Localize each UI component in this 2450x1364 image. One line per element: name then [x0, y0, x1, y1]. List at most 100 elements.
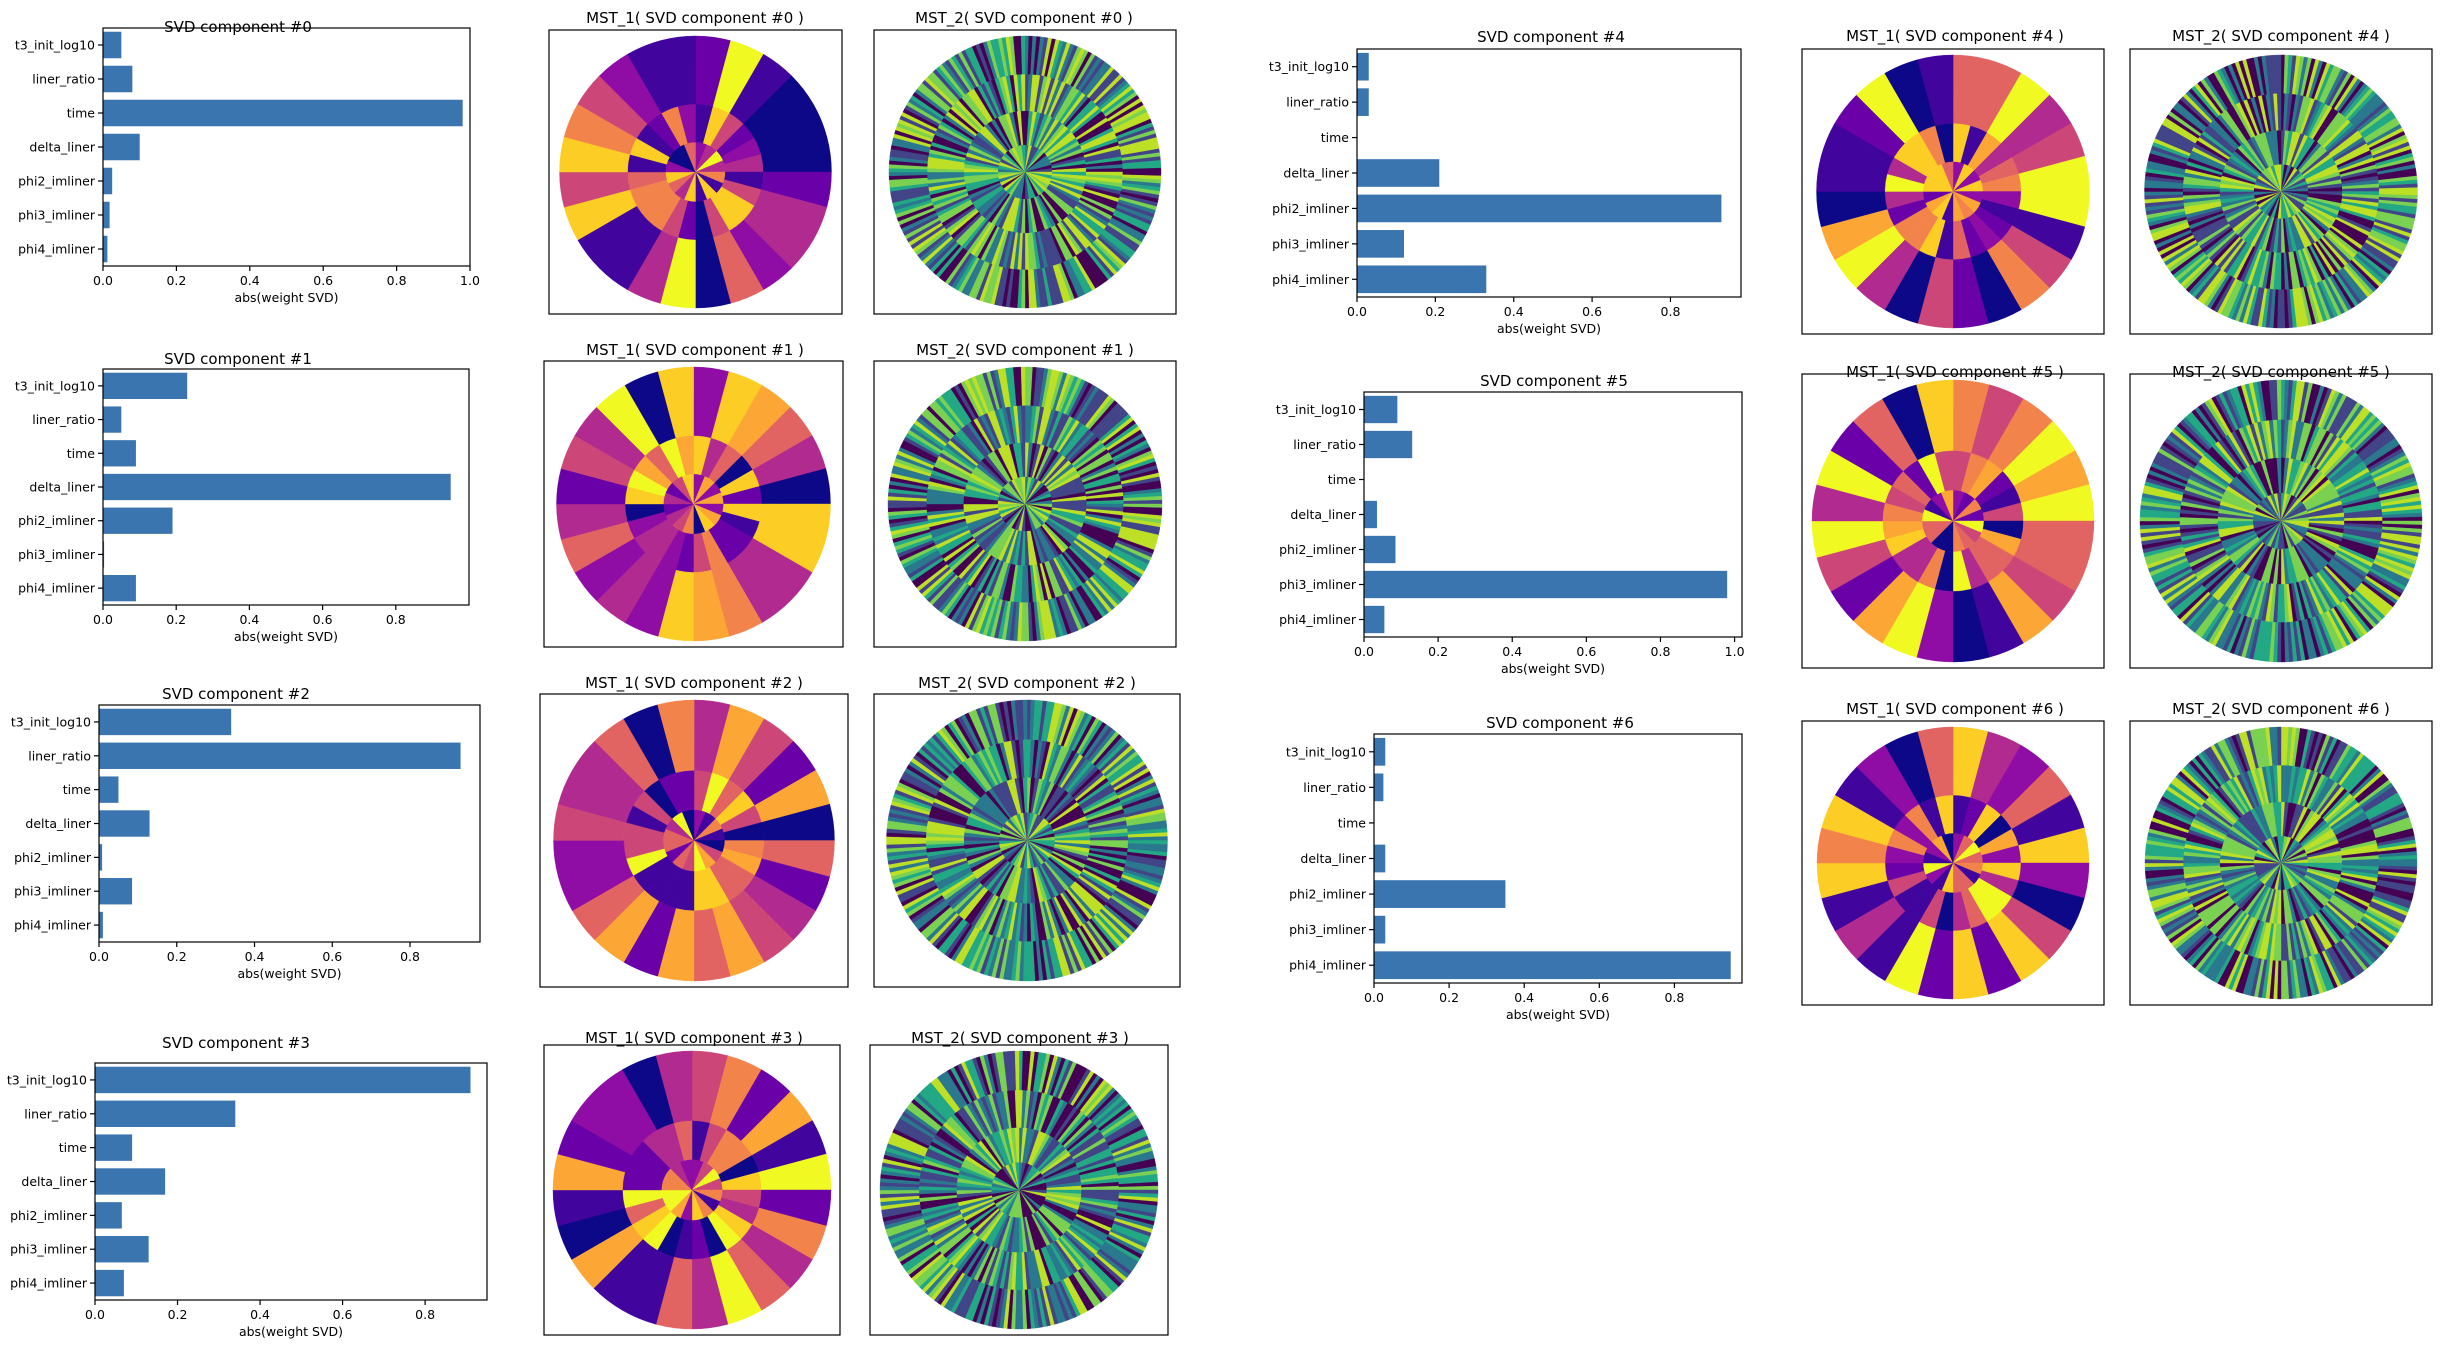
bar-phi2_imliner	[1374, 880, 1506, 908]
bar-time	[103, 440, 136, 467]
bar-liner_ratio	[95, 1100, 236, 1127]
image-title: MST_1( SVD component #3 )	[585, 1029, 803, 1048]
mst2-image-1: MST_2( SVD component #1 )	[873, 341, 1177, 648]
category-label: t3_init_log10	[1276, 402, 1356, 417]
bar-phi4_imliner	[103, 235, 108, 263]
x-tick-label: 0.6	[333, 1307, 353, 1322]
category-label: liner_ratio	[1286, 95, 1349, 110]
x-tick-label: 0.2	[1439, 990, 1459, 1005]
bar-delta_liner	[1364, 500, 1377, 529]
bar-phi2_imliner	[1357, 194, 1722, 223]
axes-frame	[1373, 733, 1743, 984]
x-tick-label: 0.8	[1664, 990, 1684, 1005]
x-tick-label: 0.2	[166, 273, 186, 288]
mst2-image-0: MST_2( SVD component #0 )	[873, 9, 1177, 315]
x-axis-label: abs(weight SVD)	[239, 1324, 343, 1339]
polar-sector	[1020, 366, 1026, 406]
category-label: phi3_imliner	[18, 208, 96, 223]
mst2-image-2: MST_2( SVD component #2 )	[873, 674, 1181, 988]
bar-delta_liner	[103, 473, 451, 501]
bar-phi2_imliner	[1364, 535, 1396, 564]
bar-liner_ratio	[103, 406, 122, 433]
bar-t3_init_log10	[1364, 395, 1398, 424]
category-label: t3_init_log10	[1286, 744, 1366, 759]
category-label: time	[67, 106, 96, 121]
x-tick-label: 0.4	[1504, 304, 1524, 319]
x-axis-label: abs(weight SVD)	[237, 966, 341, 981]
x-tick-label: 0.8	[400, 949, 420, 964]
mst2-image-3: MST_2( SVD component #3 )	[869, 1029, 1169, 1336]
polar-sector	[655, 1050, 693, 1124]
polar-sector	[657, 699, 695, 773]
category-label: liner_ratio	[1293, 437, 1356, 452]
category-label: phi4_imliner	[18, 581, 96, 596]
category-label: liner_ratio	[24, 1106, 87, 1121]
category-label: liner_ratio	[28, 748, 91, 763]
x-tick-label: 0.0	[93, 273, 113, 288]
category-label: t3_init_log10	[15, 38, 95, 53]
polar-sector	[1917, 54, 1954, 126]
category-label: time	[67, 446, 96, 461]
x-tick-label: 0.0	[1354, 644, 1374, 659]
category-label: phi3_imliner	[18, 547, 96, 562]
x-tick-label: 0.0	[1347, 304, 1367, 319]
x-tick-label: 0.8	[386, 612, 406, 627]
x-tick-label: 0.8	[387, 273, 407, 288]
category-label: phi2_imliner	[14, 850, 92, 865]
image-title: MST_1( SVD component #2 )	[585, 674, 803, 693]
chart-title: SVD component #4	[1477, 28, 1625, 46]
category-label: delta_liner	[25, 816, 91, 831]
x-tick-label: 0.2	[166, 612, 186, 627]
category-label: liner_ratio	[32, 412, 95, 427]
mst2-image-6: MST_2( SVD component #6 )	[2129, 700, 2433, 1006]
bar-phi3_imliner	[1364, 570, 1728, 599]
bar-delta_liner	[95, 1168, 166, 1195]
x-tick-label: 0.2	[168, 1307, 188, 1322]
bar-delta_liner	[99, 810, 150, 837]
category-label: time	[63, 782, 92, 797]
bar-phi4_imliner	[95, 1269, 124, 1297]
category-label: phi4_imliner	[1272, 272, 1350, 287]
image-title: MST_2( SVD component #5 )	[2172, 363, 2390, 382]
image-title: MST_2( SVD component #1 )	[916, 341, 1134, 360]
bar-phi3_imliner	[1374, 915, 1386, 944]
bar-t3_init_log10	[99, 708, 232, 736]
mst1-image-6: MST_1( SVD component #6 )	[1801, 700, 2105, 1006]
x-tick-label: 0.4	[239, 612, 259, 627]
polar-sector	[1917, 726, 1954, 798]
category-label: delta_liner	[29, 140, 95, 155]
category-label: phi3_imliner	[14, 884, 92, 899]
bar-phi4_imliner	[1364, 605, 1385, 634]
x-axis-label: abs(weight SVD)	[234, 290, 338, 305]
x-tick-label: 0.0	[85, 1307, 105, 1322]
x-tick-label: 0.0	[89, 949, 109, 964]
category-label: time	[1338, 815, 1367, 830]
category-label: t3_init_log10	[1269, 59, 1349, 74]
bar-phi2_imliner	[103, 507, 173, 534]
bar-phi4_imliner	[103, 574, 136, 602]
category-label: liner_ratio	[32, 72, 95, 87]
category-label: t3_init_log10	[15, 378, 95, 393]
category-label: t3_init_log10	[11, 714, 91, 729]
mst1-image-0: MST_1( SVD component #0 )	[548, 9, 843, 315]
bar-delta_liner	[103, 133, 140, 161]
category-label: phi4_imliner	[1289, 958, 1367, 973]
image-title: MST_2( SVD component #2 )	[918, 674, 1136, 693]
axes-frame	[1356, 48, 1742, 298]
bar-phi3_imliner	[95, 1236, 149, 1263]
category-label: phi4_imliner	[1279, 612, 1357, 627]
bar-t3_init_log10	[1357, 52, 1369, 81]
x-tick-label: 0.6	[322, 949, 342, 964]
image-title: MST_1( SVD component #4 )	[1846, 27, 2064, 46]
bar-phi4_imliner	[1357, 265, 1487, 294]
category-label: phi4_imliner	[10, 1276, 88, 1291]
category-label: t3_init_log10	[7, 1072, 87, 1087]
chart-title: SVD component #3	[162, 1034, 310, 1052]
category-label: phi2_imliner	[1272, 201, 1350, 216]
x-tick-label: 0.4	[250, 1307, 270, 1322]
polar-sector	[1916, 379, 1954, 454]
